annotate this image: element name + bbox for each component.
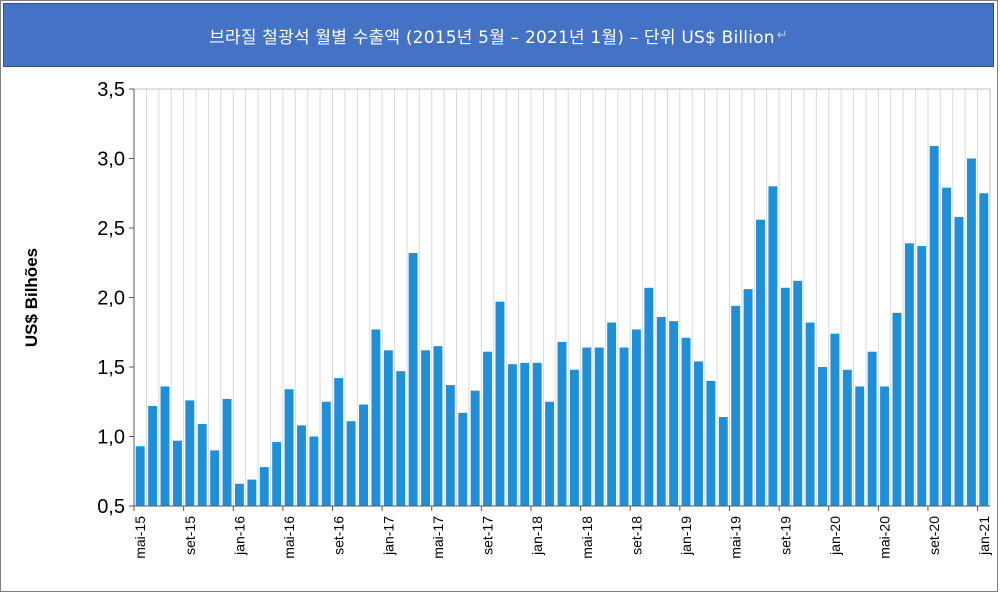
x-tick-label: jan-21 — [976, 516, 992, 556]
bar — [172, 440, 182, 506]
bar — [644, 287, 654, 506]
bar — [359, 404, 368, 506]
bar — [793, 280, 803, 506]
x-tick-label: set-17 — [480, 516, 496, 555]
y-axis-title: US$ Bilhões — [22, 248, 41, 347]
bar — [483, 351, 493, 506]
bar — [880, 386, 890, 506]
bar — [557, 341, 567, 506]
x-tick-label: mai-18 — [579, 516, 595, 559]
bar — [780, 287, 790, 506]
bar — [768, 186, 778, 507]
bar — [470, 390, 480, 506]
bar — [135, 446, 145, 506]
bar — [594, 347, 604, 506]
x-tick-label: mai-16 — [281, 516, 297, 559]
bar — [272, 442, 282, 506]
bar — [929, 145, 939, 507]
bar — [830, 333, 840, 506]
x-tick-label: jan-20 — [827, 516, 843, 556]
bar — [284, 389, 294, 506]
x-tick-label: jan-17 — [380, 516, 396, 556]
bar — [532, 362, 542, 506]
bar — [408, 253, 418, 506]
x-tick-label: mai-19 — [728, 516, 744, 559]
bar — [818, 367, 827, 506]
x-tick-label: jan-18 — [529, 516, 545, 556]
bar — [805, 322, 815, 506]
x-tick-label: set-18 — [628, 516, 644, 555]
x-tick-label: set-19 — [777, 516, 793, 555]
bar — [346, 421, 356, 506]
x-tick-label: set-20 — [926, 516, 942, 555]
y-tick-label: 2,5 — [97, 218, 125, 240]
bar — [371, 329, 381, 506]
bar — [631, 329, 641, 506]
bar — [297, 425, 306, 506]
bar — [445, 385, 455, 506]
bar — [892, 312, 902, 506]
bar — [842, 369, 852, 506]
bar — [966, 158, 976, 506]
x-tick-label: mai-20 — [877, 516, 893, 559]
x-tick-label: mai-15 — [132, 516, 148, 559]
bar — [619, 347, 629, 506]
bar — [917, 246, 927, 506]
bar — [396, 371, 406, 506]
bar — [383, 350, 393, 506]
bar — [247, 479, 257, 506]
bar — [148, 405, 158, 506]
bar — [979, 193, 989, 506]
bar — [507, 364, 517, 506]
bar — [421, 350, 431, 506]
y-tick-label: 3,5 — [97, 79, 125, 101]
x-tick-label: jan-19 — [678, 516, 694, 556]
bar — [160, 386, 170, 506]
bar — [731, 305, 741, 506]
bar — [607, 322, 617, 506]
x-tick-label: jan-16 — [231, 516, 247, 556]
x-tick-label: set-15 — [182, 516, 198, 555]
bar — [756, 219, 765, 506]
y-tick-label: 2,0 — [97, 288, 125, 310]
bar — [569, 369, 579, 506]
bar — [954, 216, 964, 506]
bar — [334, 378, 344, 506]
bar — [234, 483, 244, 506]
bar — [520, 362, 530, 506]
bar — [693, 361, 703, 506]
bar — [222, 398, 232, 506]
chart-title: 브라질 철광석 월별 수출액 (2015년 5월 – 2021년 1월) – 단… — [209, 27, 775, 48]
x-tick-label: set-16 — [331, 516, 347, 555]
title-banner: 브라질 철광석 월별 수출액 (2015년 5월 – 2021년 1월) – 단… — [3, 3, 994, 67]
bar — [259, 467, 269, 506]
bar — [582, 347, 592, 506]
bar — [545, 401, 555, 506]
bar — [458, 412, 468, 506]
x-tick-label: mai-17 — [430, 516, 446, 559]
bar — [855, 386, 865, 506]
bar — [197, 423, 207, 506]
bar — [321, 401, 331, 506]
paragraph-return-mark: ↵ — [776, 27, 788, 43]
y-tick-label: 3,0 — [97, 149, 125, 171]
bar — [669, 321, 679, 506]
y-tick-label: 0,5 — [97, 496, 125, 518]
y-tick-label: 1,5 — [97, 357, 125, 379]
y-tick-label: 1,0 — [97, 427, 125, 449]
bar — [904, 243, 914, 507]
bar — [433, 346, 443, 506]
bar — [495, 301, 505, 506]
bar — [706, 380, 716, 506]
bar — [185, 400, 195, 506]
bar — [743, 289, 753, 506]
bar — [210, 450, 220, 506]
bar — [942, 187, 952, 506]
bar — [681, 337, 691, 506]
bar — [718, 417, 728, 506]
bar — [867, 351, 877, 506]
bar — [309, 436, 319, 506]
bar — [656, 316, 666, 506]
